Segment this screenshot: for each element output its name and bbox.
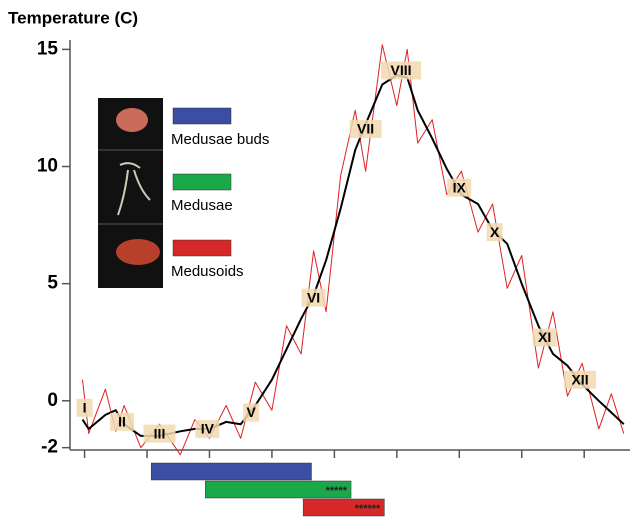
month-label-bg — [195, 419, 220, 438]
month-label-bg — [301, 288, 326, 307]
period-bar — [150, 462, 312, 481]
period-note: ***** — [326, 485, 348, 497]
month-label: VII — [357, 121, 374, 137]
legend-swatch — [172, 107, 232, 125]
month-label-bg — [564, 370, 597, 389]
month-label-bg — [76, 398, 93, 417]
period-bar — [205, 480, 352, 499]
legend-swatch — [172, 239, 232, 257]
month-label-bg — [447, 178, 472, 197]
photo-medusa — [117, 162, 151, 216]
month-label: XI — [538, 329, 551, 345]
y-tick-label: -2 — [41, 437, 58, 458]
month-label-bg — [532, 328, 557, 347]
month-label: I — [83, 400, 87, 416]
month-label: VIII — [390, 62, 411, 78]
y-tick-label: 0 — [47, 390, 58, 411]
month-label-bg — [349, 120, 382, 139]
temperature-line — [82, 44, 625, 456]
legend-photos — [98, 98, 163, 288]
y-tick-label: 5 — [47, 273, 58, 294]
month-label-bg — [486, 223, 503, 242]
month-label: III — [154, 425, 166, 441]
month-label: II — [118, 414, 126, 430]
legend-label: Medusae buds — [171, 131, 269, 148]
month-label-bg — [381, 61, 422, 80]
month-label-bg — [243, 403, 260, 422]
y-tick-label: 10 — [37, 156, 58, 177]
legend-label: Medusoids — [171, 263, 244, 280]
month-label: XII — [571, 371, 588, 387]
month-label: V — [246, 404, 256, 420]
month-label-bg — [143, 424, 176, 443]
legend-swatch — [172, 173, 232, 191]
period-note: ****** — [355, 503, 381, 515]
month-label-bg — [110, 412, 135, 431]
legend-label: Medusae — [171, 197, 233, 214]
chart-title: Temperature (C) — [8, 8, 138, 27]
y-tick-label: 15 — [37, 38, 59, 59]
month-label: IX — [453, 179, 467, 195]
month-label: VI — [307, 289, 320, 305]
photo-medusoid — [116, 239, 160, 265]
month-label: IV — [201, 421, 215, 437]
photo-medusa-bud — [116, 108, 148, 132]
period-bar — [302, 498, 385, 517]
month-label: X — [490, 224, 500, 240]
